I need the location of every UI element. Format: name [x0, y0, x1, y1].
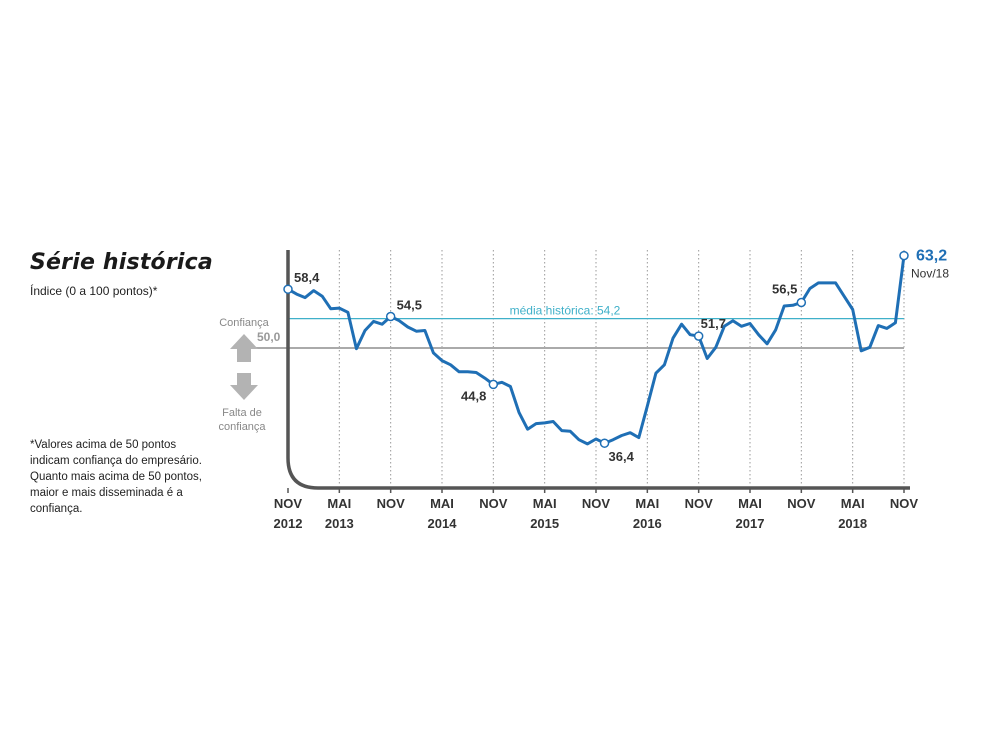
x-tick-month: NOV — [890, 496, 919, 511]
annotation-marker — [693, 331, 704, 341]
annotation-sublabel: Nov/18 — [911, 267, 949, 281]
annotation-marker — [283, 284, 293, 294]
x-tick-year: 2013 — [325, 516, 354, 531]
lack-of-confidence-label-2: confiança — [218, 421, 266, 433]
x-tick-year: 2012 — [274, 516, 303, 531]
x-tick-month: NOV — [479, 496, 508, 511]
annotation-markers: 58,4 54,5 44,8 36,4 51,7 56,5 63,2 Nov/18 — [283, 248, 949, 464]
x-tick-month: MAI — [738, 496, 762, 511]
confidence-label: Confiança — [219, 317, 269, 329]
x-tick-labels: NOV 2012 MAI 2013 NOV MAI 2014 NOV MAI 2015 NOV MAI… — [274, 488, 919, 531]
annotation-label: 63,2 — [916, 248, 947, 265]
lack-of-confidence-label-1: Falta de — [222, 407, 262, 419]
arrow-down-icon — [230, 373, 258, 400]
series-line — [286, 254, 906, 446]
annotation-marker — [599, 438, 610, 448]
annotation-marker — [488, 379, 499, 390]
x-tick-month: MAI — [430, 496, 454, 511]
average-label: média histórica: 54,2 — [510, 304, 621, 318]
x-tick-month: MAI — [841, 496, 865, 511]
chart-title: Série histórica — [30, 250, 213, 275]
annotation-label: 54,5 — [397, 298, 422, 313]
x-tick-year: 2015 — [530, 516, 559, 531]
x-tick-month: NOV — [787, 496, 816, 511]
chart-subtitle: Índice (0 a 100 pontos)* — [30, 284, 158, 298]
annotation-label: 58,4 — [294, 270, 320, 285]
annotation-marker — [796, 297, 807, 308]
confidence-indicator: Confiança Falta de confiança — [218, 317, 269, 433]
x-tick-year: 2017 — [736, 516, 765, 531]
x-tick-month: NOV — [685, 496, 714, 511]
vertical-gridlines — [338, 250, 905, 486]
footnote: *Valores acima de 50 pontos indicam conf… — [30, 439, 202, 515]
annotation-label: 36,4 — [609, 449, 635, 464]
x-tick-year: 2018 — [838, 516, 867, 531]
x-tick-month: NOV — [582, 496, 611, 511]
annotation-marker — [899, 250, 909, 261]
x-tick-month: MAI — [533, 496, 557, 511]
threshold-label: 50,0 — [257, 330, 281, 344]
annotation-label: 51,7 — [701, 316, 726, 331]
x-tick-month: MAI — [635, 496, 659, 511]
x-tick-year: 2016 — [633, 516, 662, 531]
x-tick-year: 2014 — [428, 516, 458, 531]
annotation-marker — [385, 311, 396, 322]
chart-axis — [286, 250, 910, 490]
x-tick-month: NOV — [377, 496, 406, 511]
annotation-label: 44,8 — [461, 388, 486, 403]
annotation-label: 56,5 — [772, 282, 797, 297]
arrow-up-icon — [230, 334, 258, 362]
x-tick-month: NOV — [274, 496, 303, 511]
x-tick-month: MAI — [327, 496, 351, 511]
